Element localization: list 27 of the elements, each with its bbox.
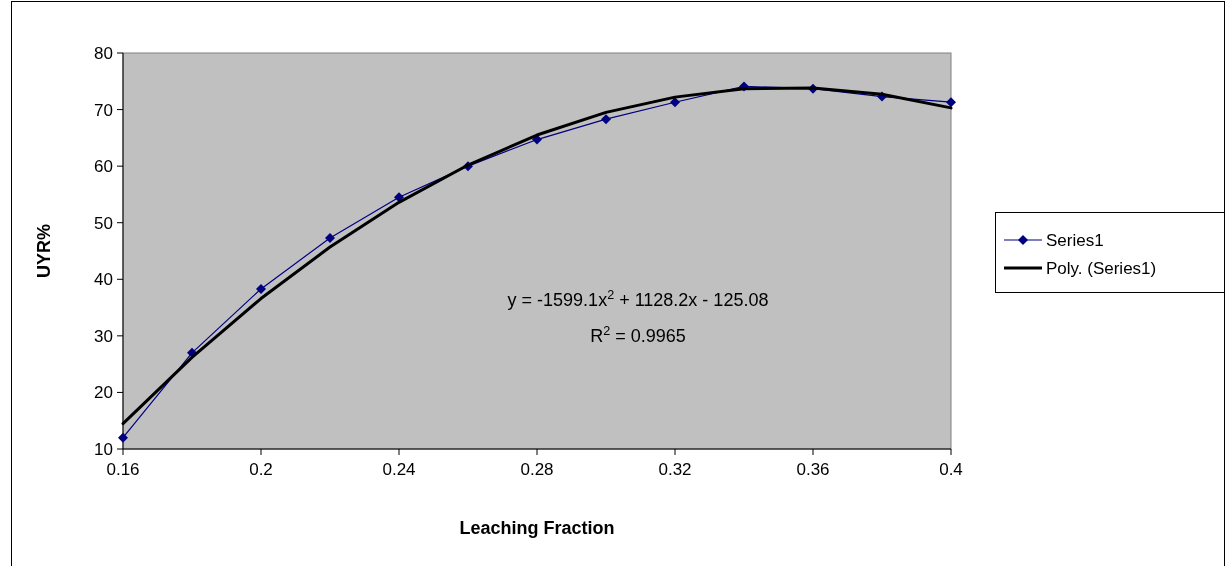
y-axis-title: UYR%: [34, 223, 54, 279]
annotation: y = -1599.1x$^{2}$ + 1128.2x - 125.08: [507, 288, 769, 310]
point: [670, 97, 680, 108]
point: [325, 232, 335, 243]
x-axis-title: Leaching Fraction: [459, 518, 615, 538]
y-tick-label: 10: [94, 439, 113, 459]
y-tick-label: 80: [94, 43, 113, 63]
x-tick-label: 0.24: [382, 460, 416, 479]
y-tick-label: 30: [94, 326, 113, 346]
x-tick-label: 0.28: [520, 460, 554, 479]
x-tick-label: 0.36: [796, 460, 830, 479]
legend-label: Poly. (Series1): [1046, 258, 1157, 278]
legend-label: Series1: [1046, 230, 1104, 250]
annotation: R$^{2}$ = 0.9965: [590, 324, 686, 346]
point: [946, 97, 956, 108]
x-tick-label: 0.16: [106, 460, 140, 479]
y-tick-label: 50: [94, 213, 113, 233]
y-tick-label: 20: [94, 383, 113, 403]
y-tick-label: 40: [94, 270, 113, 290]
x-tick-label: 0.4: [939, 460, 963, 479]
point: [601, 114, 611, 125]
y-tick-label: 60: [94, 157, 113, 177]
y-tick-label: 70: [94, 100, 113, 120]
point: [256, 283, 266, 294]
x-tick-label: 0.2: [249, 460, 273, 479]
point: [118, 432, 128, 443]
x-tick-label: 0.32: [658, 460, 692, 479]
